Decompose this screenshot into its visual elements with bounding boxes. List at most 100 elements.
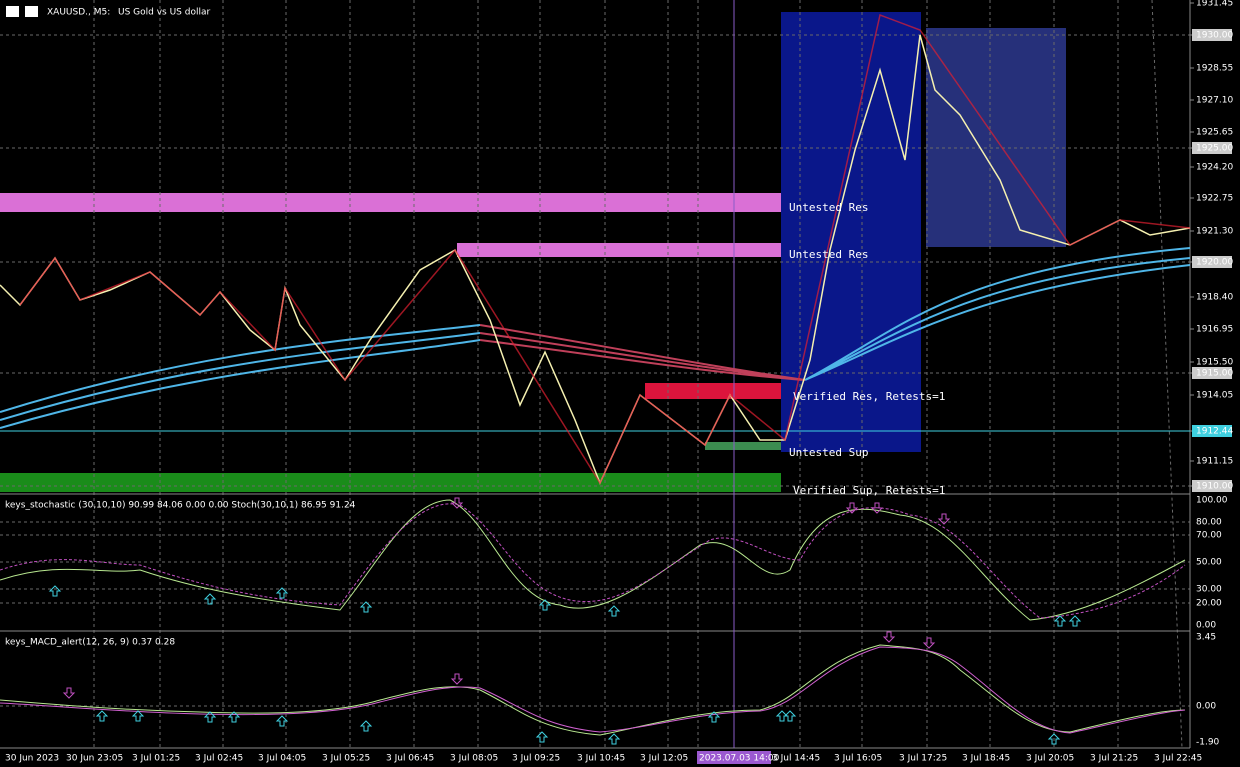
price-label: 1914.05 [1196,391,1233,401]
price-label: 1916.95 [1196,325,1233,335]
arrow-down [922,637,936,649]
time-label: 2023.07.03 14:00 [699,754,780,764]
zone-label: Untested Res [789,248,868,261]
time-label: 3 Jul 18:45 [962,754,1010,764]
signal-line [0,646,1186,734]
time-label: 30 Jun 2023 [5,754,59,764]
macd-label: 3.45 [1196,633,1216,643]
res-zone [645,383,781,399]
time-label: 3 Jul 12:05 [640,754,688,764]
arrow-up [227,711,241,723]
zone-label: Untested Sup [789,446,868,459]
arrow-up [1068,615,1082,627]
price-box [1192,480,1232,492]
arrow-up [783,710,797,722]
arrow-up [275,715,289,727]
ma-line [0,332,481,421]
arrow-up [203,593,217,605]
macd-label: 0.00 [1196,702,1216,712]
description: US Gold vs US dollar [118,8,210,18]
arrow-up [359,601,373,613]
price-label: 1920.00 [1196,258,1233,268]
time-label: 3 Jul 04:05 [258,754,306,764]
time-label: 3 Jul 10:45 [577,754,625,764]
arrow-up [1047,733,1061,745]
price-label: 1930.00 [1196,31,1233,41]
zone-label: Verified Sup, Retests=1 [793,484,945,497]
price-label: 1921.30 [1196,227,1233,237]
zone-box [926,28,1066,247]
stoch-label: 100.00 [1196,496,1228,506]
price-label: 1924.20 [1196,163,1233,173]
arrow-down [62,687,76,699]
price-label: 1910.00 [1196,482,1233,492]
grid-line [1151,0,1183,749]
price-box [1192,142,1232,154]
indicator-header: keys_stochastic (30,10,10) 90.99 84.06 0… [5,501,356,511]
stoch-label: 0.00 [1196,621,1216,631]
time-label: 3 Jul 21:25 [1090,754,1138,764]
zone-label: Untested Res [789,201,868,214]
ma-line [479,324,806,381]
price-label: 1918.40 [1196,293,1233,303]
ma-line [0,324,481,413]
ma-line [804,247,1191,381]
price-label: 1912.44 [1196,427,1233,437]
sup-zone [0,473,781,492]
arrow-up [607,733,621,745]
res-zone [457,243,781,257]
price-label: 1915.50 [1196,358,1233,368]
icon [6,6,19,17]
arrow-down [870,502,884,514]
arrow-up [131,710,145,722]
price-box [1192,29,1232,41]
time-label: 3 Jul 05:25 [322,754,370,764]
price-label: 1922.75 [1196,194,1233,204]
time-label: 3 Jul 09:25 [512,754,560,764]
stoch-label: 20.00 [1196,599,1222,609]
zone-label: Verified Res, Retests=1 [793,390,945,403]
time-label: 3 Jul 20:05 [1026,754,1074,764]
price-label: 1925.65 [1196,128,1233,138]
arrow-down [450,497,464,509]
arrow-up [275,587,289,599]
stoch-label: 30.00 [1196,585,1222,595]
signal-line [0,503,1186,619]
ma-line [0,339,481,429]
arrow-up [48,585,62,597]
time-label: 3 Jul 14:45 [772,754,820,764]
stoch-label: 50.00 [1196,558,1222,568]
zigzag [19,13,1191,485]
arrow-down [882,631,896,643]
price-label: 1915.00 [1196,369,1233,379]
stoch-line [0,499,1186,621]
arrow-down [450,673,464,685]
price-label: 1925.00 [1196,144,1233,154]
time-label: 3 Jul 22:45 [1154,754,1202,764]
icon [25,6,38,17]
arrow-down [845,502,859,514]
arrow-up [95,710,109,722]
arrow-up [359,720,373,732]
time-label: 3 Jul 08:05 [450,754,498,764]
time-box [697,751,771,764]
price-box [1192,425,1232,437]
price-label: 1931.45 [1196,0,1233,9]
grid [0,0,1190,749]
price-label: 1928.55 [1196,64,1233,74]
time-label: 3 Jul 06:45 [386,754,434,764]
arrow-up [1053,615,1067,627]
macd-label: -1.90 [1196,738,1220,748]
symbol: XAUUSD., M5: [47,8,110,18]
arrow-down [937,513,951,525]
arrow-up [707,711,721,723]
time-label: 30 Jun 23:05 [66,754,123,764]
time-label: 3 Jul 17:25 [899,754,947,764]
time-label: 3 Jul 01:25 [132,754,180,764]
stoch-label: 80.00 [1196,518,1222,528]
price-box [1192,256,1232,268]
price-label: 1911.15 [1196,457,1233,467]
sup-zone [705,442,781,450]
stoch-label: 70.00 [1196,531,1222,541]
